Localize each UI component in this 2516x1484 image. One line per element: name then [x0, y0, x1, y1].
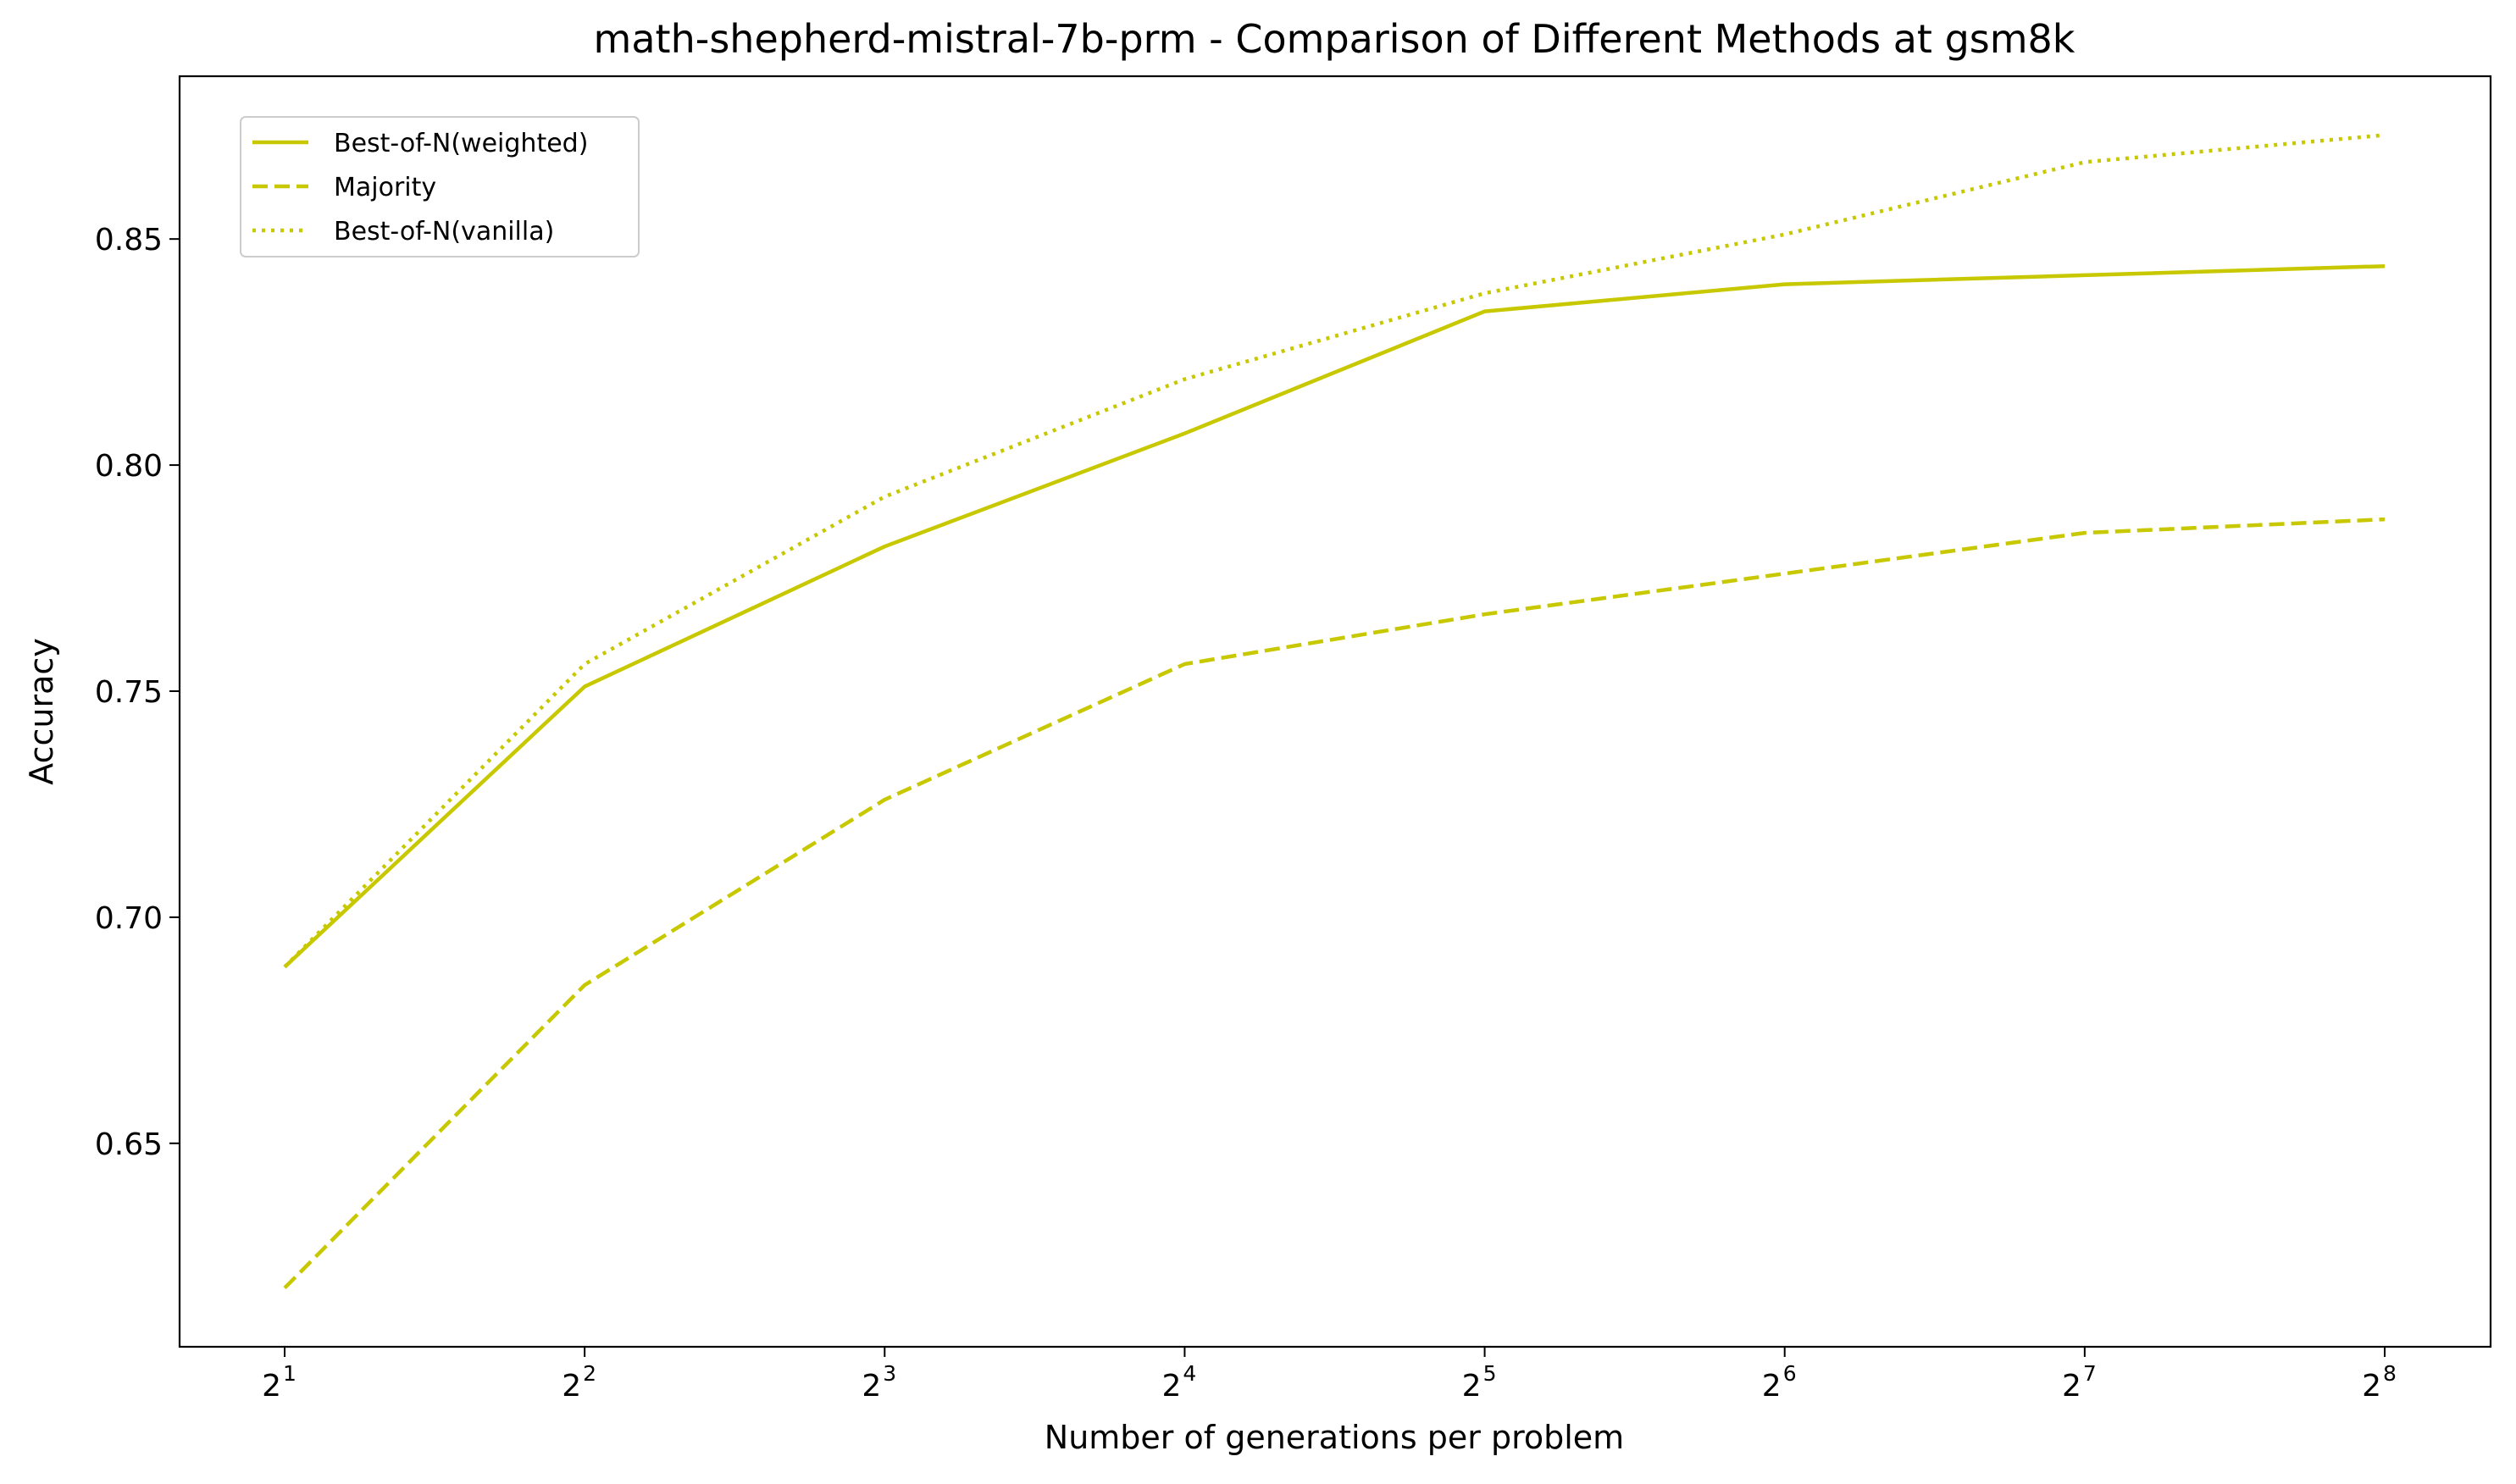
x-tick-base: 2	[1162, 1369, 1182, 1404]
x-tick-base: 2	[2362, 1369, 2381, 1404]
legend: Best-of-N(weighted) Majority Best-of-N(van…	[240, 116, 640, 257]
x-tick-exponent: 4	[1183, 1361, 1196, 1386]
y-axis: 0.65 0.70 0.75 0.80 0.85	[95, 223, 180, 1162]
x-tick-exponent: 3	[883, 1361, 896, 1386]
x-tick-base: 2	[562, 1369, 581, 1404]
x-tick-base: 2	[262, 1369, 281, 1404]
series-line-dashed	[283, 517, 2386, 1290]
series-line-dotted	[283, 133, 2386, 969]
series-layer	[283, 133, 2386, 1290]
x-tick-exponent: 1	[283, 1361, 296, 1386]
x-tick-exponent: 6	[1783, 1361, 1797, 1386]
y-tick-label: 0.80	[95, 449, 163, 484]
x-tick-base: 2	[862, 1369, 881, 1404]
x-tick-base: 2	[2062, 1369, 2081, 1404]
y-tick-label: 0.70	[95, 901, 163, 936]
x-tick-base: 2	[1762, 1369, 1782, 1404]
plot-area	[178, 75, 2492, 1348]
legend-label: Majority	[334, 173, 436, 202]
x-tick-exponent: 5	[1483, 1361, 1497, 1386]
y-tick-label: 0.65	[95, 1127, 163, 1162]
x-axis-label: Number of generations per problem	[1045, 1419, 1624, 1456]
y-tick-label: 0.85	[95, 223, 163, 257]
legend-box	[240, 116, 640, 257]
legend-label: Best-of-N(vanilla)	[334, 217, 554, 246]
series-line-solid	[283, 263, 2386, 969]
x-tick-exponent: 8	[2383, 1361, 2397, 1386]
x-tick-exponent: 2	[583, 1361, 596, 1386]
y-axis-label: Accuracy	[23, 638, 60, 785]
x-tick-exponent: 7	[2083, 1361, 2097, 1386]
legend-label: Best-of-N(weighted)	[334, 129, 588, 158]
x-tick-base: 2	[1462, 1369, 1482, 1404]
y-tick-label: 0.75	[95, 675, 163, 710]
chart-title: math-shepherd-mistral-7b-prm - Compariso…	[594, 16, 2075, 62]
